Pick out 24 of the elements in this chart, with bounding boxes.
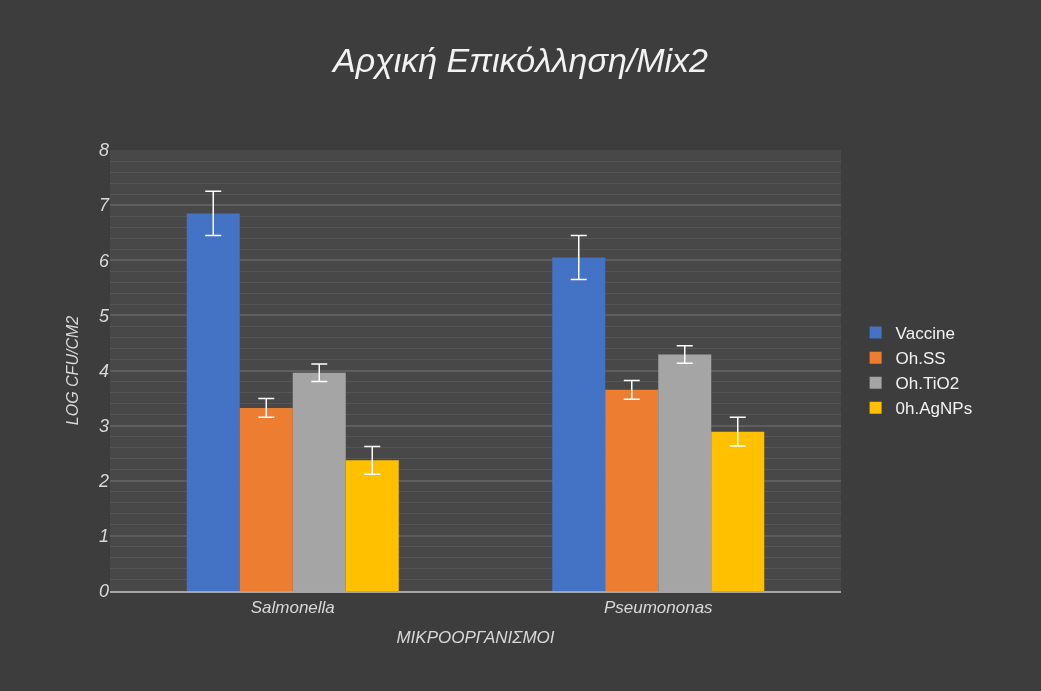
x-axis-title: ΜΙΚΡΟΟΡΓΑΝΙΣΜΟΙ	[396, 628, 555, 648]
y-tick-label: 5	[98, 305, 110, 326]
y-tick-label: 2	[97, 471, 109, 492]
chart-title: Αρχική Επικόλληση/Mix2	[330, 41, 709, 80]
y-tick-label: 6	[98, 250, 110, 271]
y-tick-label: 7	[98, 195, 110, 216]
bar	[186, 213, 240, 591]
y-tick-label: 1	[98, 526, 109, 547]
bar	[239, 407, 293, 591]
y-tick-label: 0	[98, 581, 109, 602]
y-tick-label: 4	[98, 360, 109, 381]
y-tick-label: 8	[98, 140, 109, 161]
legend-label: Oh.TiO2	[895, 374, 960, 394]
bar	[711, 431, 765, 591]
y-tick-label: 3	[98, 415, 109, 436]
bar	[345, 460, 399, 591]
x-tick-label: Salmonella	[250, 598, 335, 618]
bar	[605, 389, 659, 591]
legend-label: Vaccine	[895, 324, 955, 344]
x-tick-label: Pseumononas	[603, 598, 714, 618]
bar	[552, 257, 606, 591]
legend-label: 0h.AgNPs	[895, 399, 973, 419]
y-axis-title: LOG CFU/CM2	[63, 315, 81, 426]
legend-label: Oh.SS	[895, 349, 946, 369]
